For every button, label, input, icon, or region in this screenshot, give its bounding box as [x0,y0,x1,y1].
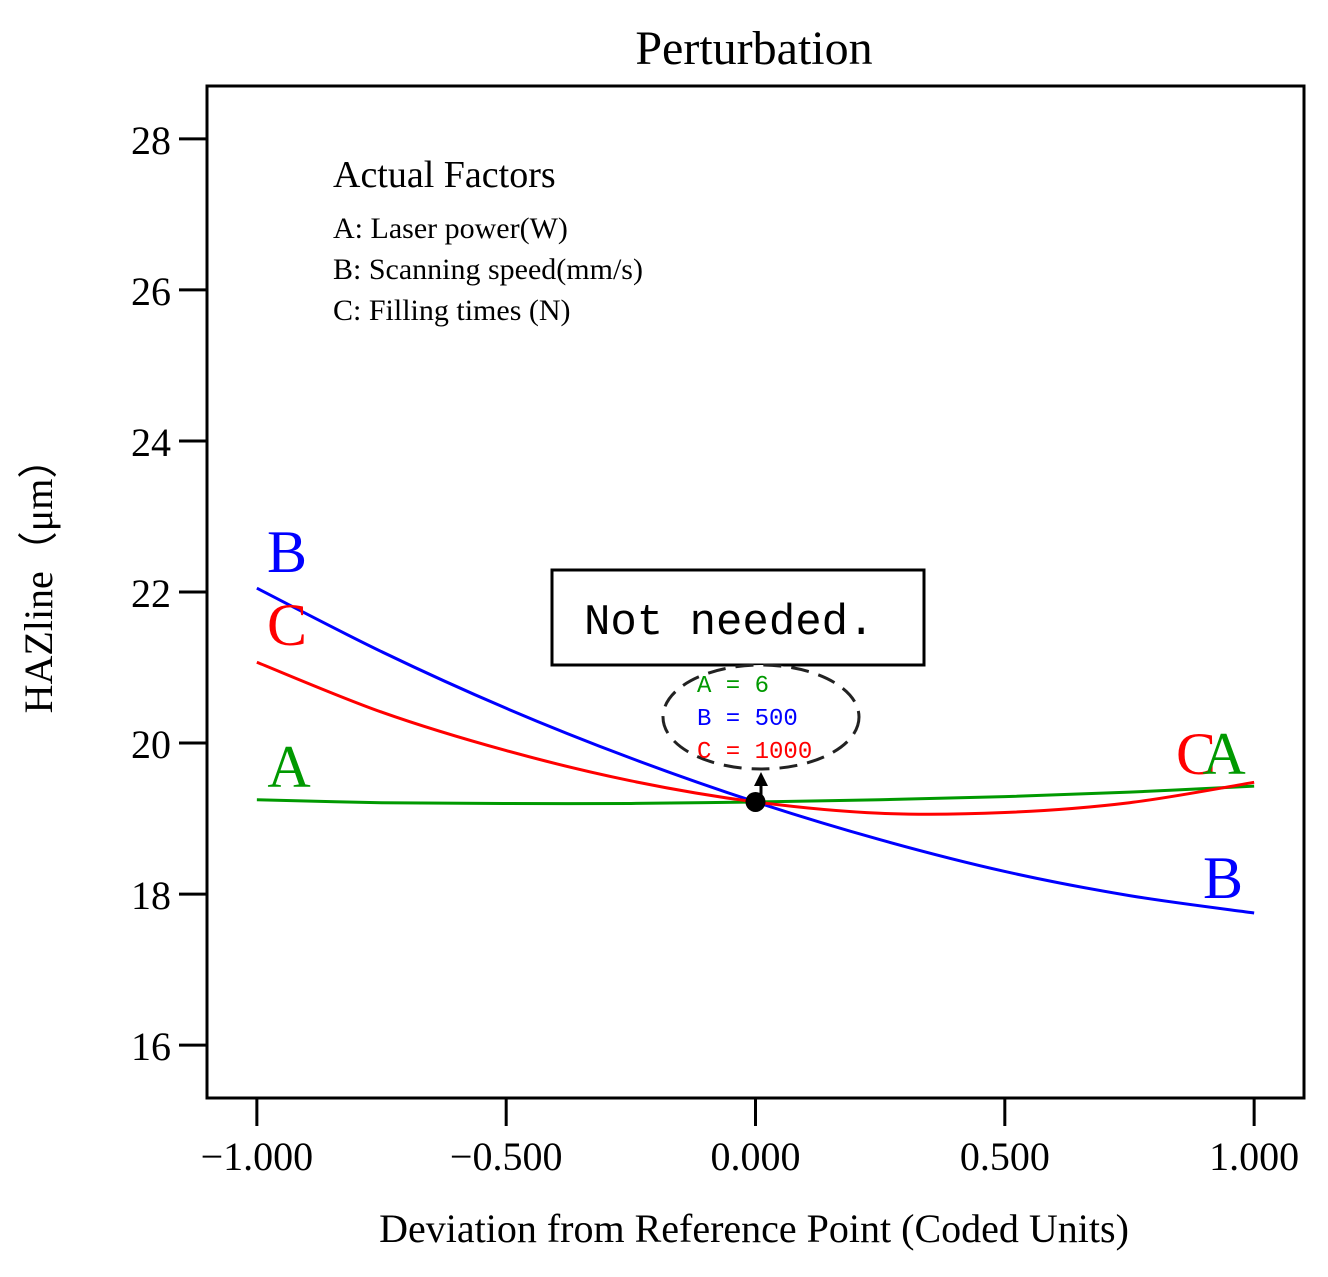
annotation-dashed-ellipse [661,663,861,771]
x-tick-label-4: 1.000 [1209,1134,1299,1179]
series-end-labels: B C A C A B [267,519,1246,911]
series-b-start-label: B [267,519,307,585]
x-tick-label-1: −0.500 [450,1134,563,1179]
annotation-line-a: A = 6 [697,673,769,700]
x-axis: −1.000 −0.500 0.000 0.500 1.000 [201,1098,1299,1179]
legend: Actual Factors A: Laser power(W) B: Scan… [333,154,643,327]
series-c-start-label: C [267,592,307,658]
series-c-end-label: C [1176,721,1216,787]
series-a-start-label: A [267,734,310,800]
annotation-pointer-arrow [754,772,768,786]
x-tick-label-3: 0.500 [960,1134,1050,1179]
reference-annotation: Not needed. A = 6 B = 500 C = 1000 [550,568,926,798]
legend-entry-b: B: Scanning speed(mm/s) [333,253,643,286]
marker-layer [745,791,766,812]
annotation-line-c: C = 1000 [697,739,812,766]
x-tick-label-0: −1.000 [201,1134,314,1179]
annotation-line-b: B = 500 [697,706,798,733]
y-axis: 16 18 20 22 24 26 28 [131,118,207,1069]
y-tick-label-24: 24 [131,420,171,465]
legend-entry-a: A: Laser power(W) [333,212,568,245]
annotation-text: Not needed. [584,598,874,648]
y-tick-label-16: 16 [131,1024,171,1069]
x-axis-label: Deviation from Reference Point (Coded Un… [379,1206,1129,1251]
legend-entry-c: C: Filling times (N) [333,294,571,327]
x-tick-label-2: 0.000 [711,1134,801,1179]
chart-title: Perturbation [635,22,872,75]
annotation-box [550,568,926,667]
y-axis-label: HAZline（μm） [16,439,61,714]
y-tick-label-20: 20 [131,722,171,767]
y-tick-label-22: 22 [131,571,171,616]
reference-point-marker [745,791,766,812]
series-a-end-label: A [1202,721,1245,787]
legend-title: Actual Factors [333,154,556,196]
y-tick-label-28: 28 [131,118,171,163]
y-tick-label-26: 26 [131,269,171,314]
y-tick-label-18: 18 [131,873,171,918]
series-b-end-label: B [1203,845,1243,911]
